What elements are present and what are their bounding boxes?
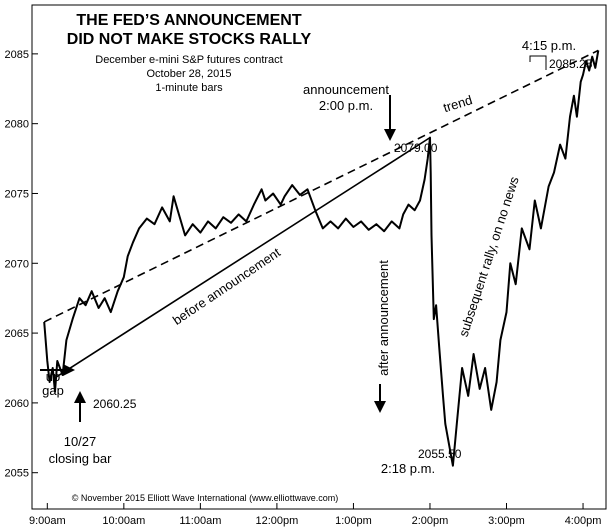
trend-label: trend bbox=[441, 92, 474, 115]
chart-subtitle-line-1: December e-mini S&P futures contract bbox=[95, 54, 282, 66]
chart-subtitle-line-2: October 28, 2015 bbox=[146, 68, 231, 80]
y-tick-label: 2075 bbox=[5, 188, 29, 200]
gap-label-line-2: gap bbox=[42, 383, 64, 398]
trend-lines bbox=[43, 49, 599, 379]
y-tick-label: 2055 bbox=[5, 468, 29, 480]
copyright-text: © November 2015 Elliott Wave Internation… bbox=[72, 493, 338, 503]
plot-frame bbox=[31, 4, 607, 510]
x-tick-label: 9:00am bbox=[29, 515, 66, 527]
after-low-label: 2055.50 bbox=[418, 447, 462, 461]
open-low-label: 2060.25 bbox=[93, 397, 137, 411]
closing-bar-arrow bbox=[74, 391, 86, 422]
y-tick-label: 2070 bbox=[5, 258, 29, 270]
after-low-time-label: 2:18 p.m. bbox=[381, 461, 435, 476]
close-time-bracket bbox=[529, 55, 547, 70]
x-tick-label: 11:00am bbox=[179, 515, 221, 527]
after-announcement-arrow bbox=[374, 384, 386, 413]
announce-high-label: 2079.00 bbox=[394, 141, 438, 155]
closing-bar-label-line-2: closing bar bbox=[49, 451, 113, 466]
price-series-line bbox=[43, 50, 600, 467]
y-tick-label: 2060 bbox=[5, 398, 29, 410]
x-tick-label: 1:00pm bbox=[335, 515, 372, 527]
x-tick-label: 3:00pm bbox=[488, 515, 525, 527]
close-high-label: 2085.25 bbox=[549, 57, 593, 71]
x-tick-label: 2:00pm bbox=[412, 515, 449, 527]
closing-bar-label-line-1: 10/27 bbox=[64, 434, 97, 449]
y-tick-label: 2080 bbox=[5, 119, 29, 131]
x-tick-label: 10:00am bbox=[102, 515, 145, 527]
gap-label-line-1: up bbox=[46, 369, 60, 384]
close-time-label: 4:15 p.m. bbox=[522, 38, 576, 53]
trend-line bbox=[43, 49, 599, 323]
y-tick-label: 2065 bbox=[5, 328, 29, 340]
before-announcement-label: before announcement bbox=[170, 244, 284, 327]
after-announcement-label: after announcement bbox=[376, 260, 391, 376]
x-axis: 9:00am 10:00am 11:00am 12:00pm 1:00pm 2:00pm 3… bbox=[29, 503, 601, 527]
y-tick-label: 2085 bbox=[5, 49, 29, 61]
announcement-label-line-1: announcement bbox=[303, 82, 389, 97]
announcement-label-line-2: 2:00 p.m. bbox=[319, 98, 373, 113]
y-axis: 2055 2060 2065 2070 2075 2080 2085 bbox=[5, 49, 38, 480]
chart-subtitle-line-3: 1-minute bars bbox=[155, 82, 223, 94]
chart-title-line-1: THE FED’S ANNOUNCEMENT bbox=[76, 12, 301, 29]
before-announcement-line bbox=[54, 136, 431, 379]
gap-arrow bbox=[40, 364, 75, 376]
x-tick-label: 12:00pm bbox=[256, 515, 299, 527]
x-tick-label: 4:00pm bbox=[565, 515, 602, 527]
chart-title-line-2: DID NOT MAKE STOCKS RALLY bbox=[67, 31, 312, 48]
subsequent-rally-label: subsequent rally, on no news bbox=[456, 174, 522, 338]
announcement-arrow bbox=[384, 95, 396, 141]
